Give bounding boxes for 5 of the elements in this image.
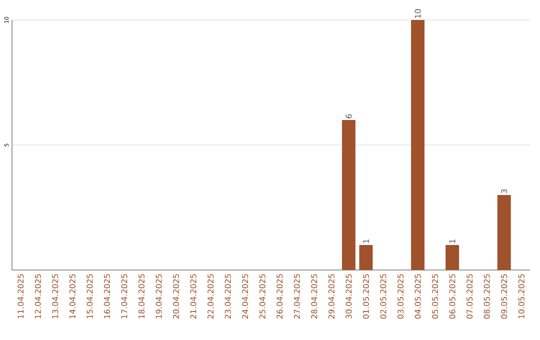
- bar: [497, 195, 511, 270]
- bar: [359, 245, 373, 270]
- bar: [342, 120, 356, 270]
- bar: [446, 245, 460, 270]
- bar: [411, 20, 425, 270]
